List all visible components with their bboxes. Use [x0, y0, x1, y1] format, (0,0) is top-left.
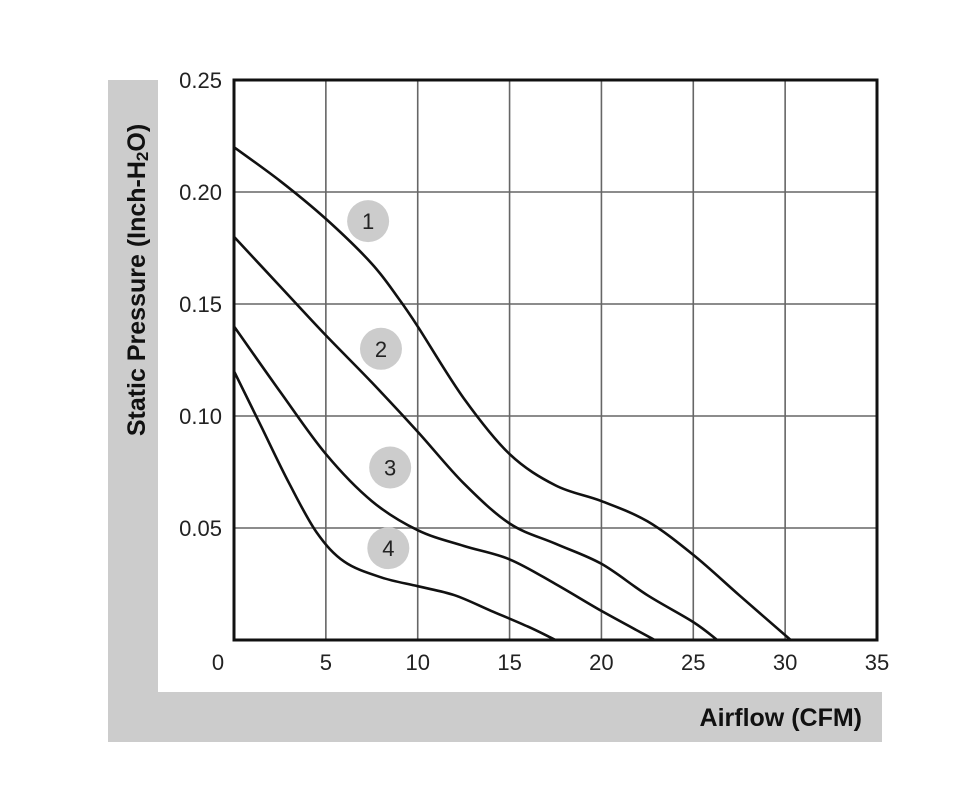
x-tick-label: 15 [497, 650, 521, 675]
series-badge-label-3: 3 [384, 456, 396, 481]
chart-frame [108, 80, 882, 742]
x-tick-label: 10 [405, 650, 429, 675]
series-badge-3 [369, 446, 412, 489]
x-tick-label: 0 [212, 650, 224, 675]
series-badge-4 [367, 527, 410, 570]
plot-area: 0 5 10 15 20 25 30 35 0.05 0.10 0.15 0.20 0.25 1 2 3 4 [179, 68, 889, 675]
frame-left-bar [108, 80, 158, 742]
y-tick-label: 0.05 [179, 516, 222, 541]
y-tick-label: 0.15 [179, 292, 222, 317]
frame-bottom-bar [108, 692, 882, 742]
x-tick-label: 25 [681, 650, 705, 675]
y-tick-label: 0.25 [179, 68, 222, 93]
series-badge-1 [347, 200, 390, 243]
series-badge-label-1: 1 [362, 209, 374, 234]
x-tick-label: 20 [589, 650, 613, 675]
series-line-4 [232, 370, 557, 642]
x-tick-label: 30 [773, 650, 797, 675]
x-tick-label: 35 [865, 650, 889, 675]
y-axis-label-subscript: 2 [133, 152, 152, 161]
plot-background [234, 80, 877, 640]
x-tick-label: 5 [320, 650, 332, 675]
y-axis-label-end: O) [123, 124, 151, 152]
series-line-2 [233, 235, 718, 642]
series-line-3 [232, 325, 656, 642]
y-tick-label: 0.20 [179, 180, 222, 205]
series-line-1 [233, 146, 792, 641]
series-badge-label-2: 2 [375, 337, 387, 362]
y-axis-label: Static Pressure (Inch-H2O) [123, 124, 153, 436]
series-badge-2 [359, 327, 402, 370]
y-axis-label-main: Static Pressure (Inch-H [123, 161, 151, 436]
x-axis-label: Airflow (CFM) [700, 704, 862, 732]
series-badge-label-4: 4 [382, 536, 394, 561]
y-tick-label: 0.10 [179, 404, 222, 429]
